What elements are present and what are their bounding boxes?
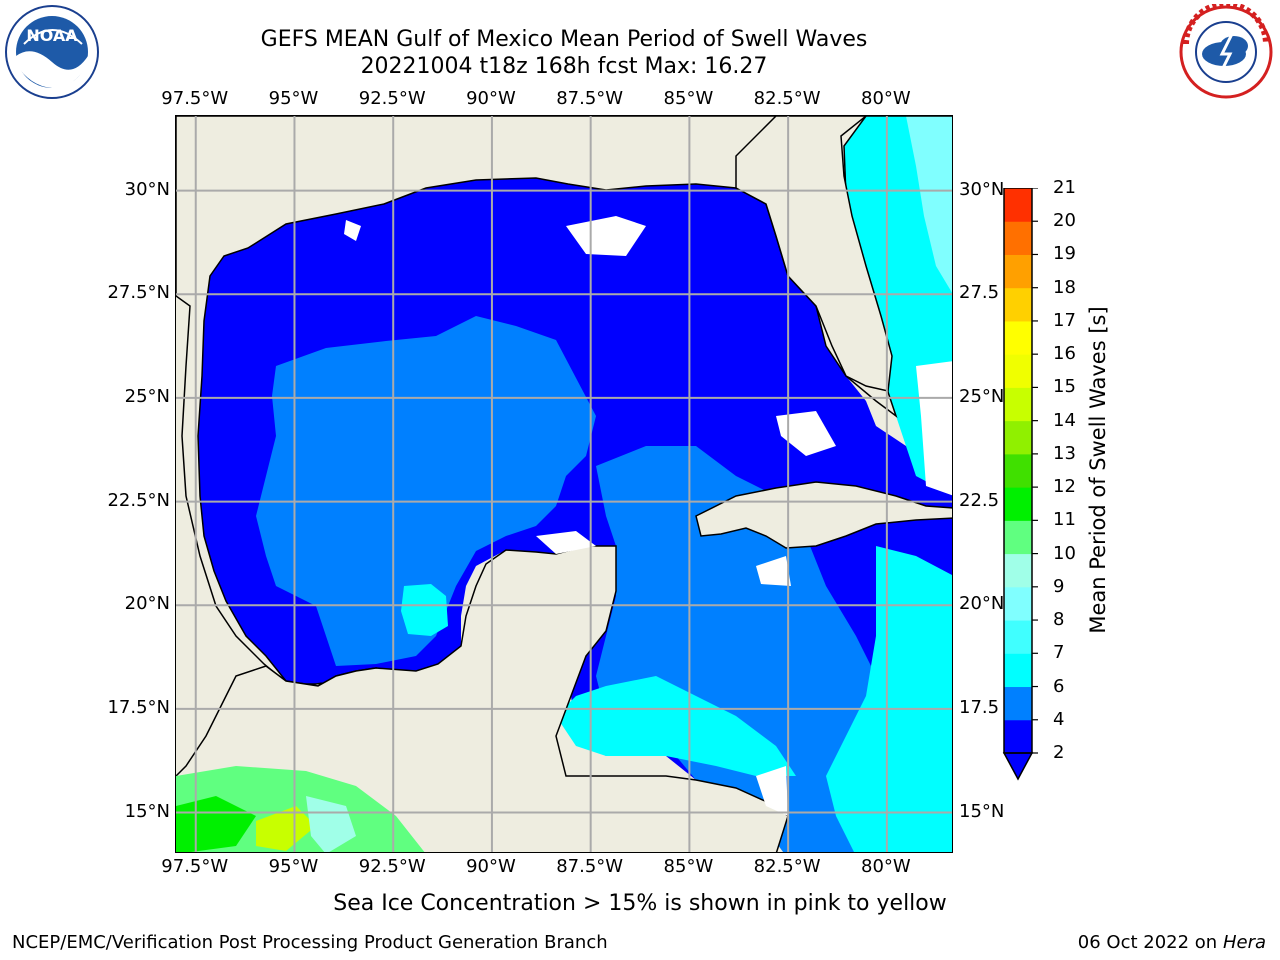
caribbean-cyan-patch <box>556 676 796 776</box>
footer-date: 06 Oct 2022 on Hera <box>1077 932 1266 953</box>
caribbean-cyan-east <box>826 546 952 852</box>
colorbar-bin <box>1004 420 1032 455</box>
colorbar-bin <box>1004 620 1032 654</box>
colorbar-bin <box>1004 653 1032 688</box>
lon-tick-label: 85°W <box>663 88 714 109</box>
colorbar-tick-label: 8 <box>1053 609 1065 631</box>
colorbar-outline <box>1003 188 1033 754</box>
svg-text:NOAA: NOAA <box>26 26 78 45</box>
colorbar-tick-label: 6 <box>1053 675 1065 697</box>
colorbar-bin <box>1004 287 1032 322</box>
noaa-logo: NOAA <box>5 5 99 99</box>
colorbar-tick-label: 15 <box>1053 376 1076 398</box>
lon-tick-label: 80°W <box>861 856 911 877</box>
no-data-patch <box>916 361 952 496</box>
colorbar-tick-label: 9 <box>1053 575 1065 597</box>
chart-title: GEFS MEAN Gulf of Mexico Mean Period of … <box>260 27 868 52</box>
lat-tick-label: 22.5°N <box>107 489 170 511</box>
lat-tick-label: 27.5°N <box>107 282 170 304</box>
colorbar-tick-label: 14 <box>1053 409 1076 431</box>
colorbar-tick-label: 16 <box>1053 343 1076 365</box>
colorbar-bin <box>1004 520 1032 555</box>
lat-tick-label: 30°N <box>124 178 170 200</box>
lat-tick-label: 15°N <box>124 800 170 822</box>
lon-tick-label: 95°W <box>268 856 319 877</box>
no-data-patch <box>776 411 836 456</box>
sea-ice-note: Sea Ice Concentration > 15% is shown in … <box>333 891 947 916</box>
no-data-patch <box>756 766 788 816</box>
lon-tick-label: 90°W <box>466 88 516 109</box>
colorbar-tick-label: 19 <box>1053 243 1076 265</box>
lon-tick-label: 87.5°W <box>556 88 624 109</box>
colorbar-label: Mean Period of Swell Waves [s] <box>1086 306 1110 634</box>
colorbar-tick-label: 11 <box>1053 509 1076 531</box>
colorbar-tick-label: 13 <box>1053 442 1076 464</box>
colorbar-tick-label: 21 <box>1053 177 1076 198</box>
lat-tick-label: 22.5 <box>959 489 1000 511</box>
colorbar-bin <box>1004 354 1032 388</box>
lat-tick-label: 25°N <box>124 385 170 407</box>
pacific-swell-yellow <box>256 806 316 851</box>
no-data-patch <box>566 216 646 256</box>
lat-tick-label: 27.5 <box>959 282 1000 304</box>
lon-tick-label: 90°W <box>466 856 516 877</box>
colorbar-tick-label: 7 <box>1053 642 1065 664</box>
no-data-patch <box>344 220 361 241</box>
colorbar-tick-label: 10 <box>1053 542 1076 564</box>
lon-tick-label: 97.5°W <box>161 856 229 877</box>
lat-tick-label: 20°N <box>959 593 1005 615</box>
atlantic-swell-light <box>906 116 952 293</box>
lat-tick-label: 20°N <box>124 593 170 615</box>
colorbar-tick-label: 20 <box>1053 210 1076 232</box>
footer-credit: NCEP/EMC/Verification Post Processing Pr… <box>12 932 608 953</box>
lon-tick-label: 85°W <box>663 856 714 877</box>
colorbar-bin <box>1004 453 1032 488</box>
lon-tick-label: 97.5°W <box>161 88 229 109</box>
map-canvas <box>176 116 952 852</box>
lon-tick-label: 80°W <box>861 88 911 109</box>
lat-tick-label: 17.5°N <box>107 696 170 718</box>
lat-tick-label: 25°N <box>959 385 1005 407</box>
colorbar-extend-min <box>1002 752 1034 781</box>
colorbar-tick-label: 17 <box>1053 309 1076 331</box>
graticule <box>176 116 952 852</box>
chart-subtitle: 20221004 t18z 168h fcst Max: 16.27 <box>360 54 768 79</box>
colorbar-bin <box>1004 553 1032 588</box>
colorbar-tick-label: 12 <box>1053 476 1076 498</box>
colorbar-bin <box>1004 254 1032 289</box>
colorbar-tick-label: 18 <box>1053 276 1076 298</box>
colorbar-tick-label: 4 <box>1053 708 1065 730</box>
nws-logo <box>1179 4 1273 99</box>
colorbar-bin <box>1004 487 1032 521</box>
colorbar-bin <box>1004 387 1032 422</box>
colorbar-bin <box>1004 188 1032 222</box>
campeche-cyan-patch <box>401 584 448 636</box>
mexico-yucatan-land <box>176 545 789 852</box>
colorbar-bin <box>1004 686 1032 721</box>
lon-tick-label: 82.5°W <box>753 88 821 109</box>
no-data-patch <box>536 531 596 554</box>
lon-tick-label: 87.5°W <box>556 856 624 877</box>
central-gulf-patch <box>256 316 596 666</box>
cuba-land <box>695 481 952 549</box>
colorbar-bin <box>1004 586 1032 621</box>
lat-tick-label: 17.5 <box>959 696 1000 718</box>
lon-tick-label: 92.5°W <box>358 88 426 109</box>
pacific-swell-light <box>306 796 356 852</box>
lon-tick-label: 92.5°W <box>358 856 426 877</box>
colorbar-bin <box>1004 719 1032 754</box>
lon-tick-label: 95°W <box>268 88 319 109</box>
colorbar-tick-label: 2 <box>1053 742 1065 763</box>
lat-tick-label: 30°N <box>959 178 1005 200</box>
colorbar-bin <box>1004 320 1032 355</box>
gulf-map <box>175 115 953 853</box>
colorbar <box>1002 188 1038 781</box>
lon-tick-label: 82.5°W <box>753 856 821 877</box>
lat-tick-label: 15°N <box>959 800 1005 822</box>
no-data-patch <box>756 556 791 586</box>
colorbar-bin <box>1004 221 1032 255</box>
